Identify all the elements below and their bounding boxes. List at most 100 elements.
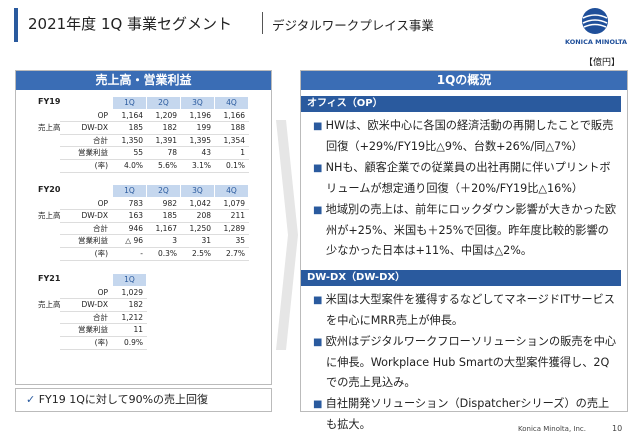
unit: 【億円】 (584, 58, 621, 68)
cell: 0.1% (225, 161, 245, 170)
column-header: 1Q (113, 185, 146, 197)
column-header: 1Q (113, 274, 146, 286)
row-label: DW-DX (81, 211, 108, 221)
cell: △ 96 (125, 236, 143, 246)
section-heading: オフィス（OP） (301, 96, 621, 112)
cell: 1,212 (121, 312, 143, 322)
bullet: NHも、顧客企業での従業員の出社再開に伴いプリントボリュームが想定通り回復（＋2… (313, 158, 617, 199)
row-label: (率) (94, 249, 108, 258)
cell: 43 (201, 148, 211, 158)
row-line (60, 146, 249, 148)
row-group: 売上高 (38, 300, 61, 310)
cell: 1,042 (189, 198, 211, 208)
row-label: 合計 (93, 135, 108, 145)
logo-text: KONICA MINOLTA (564, 38, 628, 46)
row-label: DW-DX (81, 123, 108, 133)
cell: 1,395 (189, 135, 211, 145)
cell: 199 (196, 123, 211, 133)
row-label: (率) (94, 161, 108, 170)
cell: 2.5% (191, 249, 211, 258)
panel-title: 売上高・営業利益 (16, 71, 271, 90)
row-group: 売上高 (38, 123, 61, 133)
logo-mark (582, 8, 608, 34)
bullet: 地域別の売上は、前年にロックダウン影響が大きかった欧州が+25%、米国も＋25%… (313, 200, 617, 261)
cell: 185 (128, 123, 143, 133)
cell: 78 (167, 148, 177, 158)
row-label: 合計 (93, 312, 108, 322)
row-group: 売上高 (38, 211, 61, 221)
column-header: 4Q (215, 97, 248, 109)
cell: 0.3% (157, 249, 177, 258)
cell: 2.7% (225, 249, 245, 258)
row-line (60, 247, 249, 248)
cell: 31 (201, 236, 211, 246)
cell: 211 (230, 211, 245, 221)
cell: 182 (162, 123, 177, 133)
column-header: 3Q (181, 97, 214, 109)
panel-title: 1Qの概況 (301, 71, 627, 90)
bullet: 自社開発ソリューション（Dispatcherシリーズ）の売上も拡大。 (313, 394, 617, 435)
bullets: 米国は大型案件を獲得するなどしてマネージドITサービスを中心にMRR売上が伸長。… (301, 286, 621, 440)
row-line (60, 209, 249, 211)
column-header: 1Q (113, 97, 146, 109)
row-label: OP (97, 287, 108, 297)
column-header: 2Q (147, 97, 180, 109)
row-line (60, 323, 147, 325)
row-line (60, 336, 147, 337)
divider (262, 12, 263, 34)
cell: 982 (162, 198, 177, 208)
row-label: (率) (94, 338, 108, 347)
row-line (60, 171, 249, 173)
cell: 5.6% (157, 161, 177, 170)
section-heading: DW-DX（DW-DX） (301, 270, 621, 286)
cell: 1,196 (189, 110, 211, 120)
cell: 1,209 (155, 110, 177, 120)
bullet: 欧州はデジタルワークフローソリューションの販売を中心に伸長。Workplace … (313, 332, 617, 393)
table-label: FY20 (38, 185, 61, 194)
arrow (276, 120, 298, 350)
column-header: 3Q (181, 185, 214, 197)
cell: 783 (128, 198, 143, 208)
cell: 1,289 (223, 223, 245, 233)
row-label: OP (97, 110, 108, 120)
cell: 208 (196, 211, 211, 221)
row-label: 営業利益 (78, 148, 108, 158)
company: Konica Minolta, Inc. (518, 425, 586, 433)
note: FY19 1Qに対して90%の売上回復 (38, 393, 209, 406)
table-label: FY21 (38, 274, 61, 283)
cell: 182 (128, 300, 143, 310)
cell: 946 (128, 223, 143, 233)
row-label: OP (97, 198, 108, 208)
cell: 1,167 (155, 223, 177, 233)
bullet: 米国は大型案件を獲得するなどしてマネージドITサービスを中心にMRR売上が伸長。 (313, 290, 617, 331)
row-line (60, 159, 249, 160)
row-line (60, 234, 249, 236)
cell: 1 (240, 148, 245, 158)
check: ✓ (26, 393, 39, 406)
note-box: ✓ FY19 1Qに対して90%の売上回復 (15, 388, 272, 412)
row-line (60, 298, 147, 300)
cell: 1,391 (155, 135, 177, 145)
row-line (60, 348, 147, 350)
cell: 1,250 (189, 223, 211, 233)
cell: 163 (128, 211, 143, 221)
title: 2021年度 1Q 事業セグメント (28, 15, 233, 33)
cell: 188 (230, 123, 245, 133)
cell: 55 (133, 148, 143, 158)
cell: 185 (162, 211, 177, 221)
cell: 1,354 (223, 135, 245, 145)
cell: 1,029 (121, 287, 143, 297)
sections: オフィス（OP） HWは、欧米中心に各国の経済活動の再開したことで販売回復（+2… (301, 96, 621, 440)
cell: 3 (172, 236, 177, 246)
cell: 11 (133, 325, 143, 335)
cell: 1,079 (223, 198, 245, 208)
column-header: 4Q (215, 185, 248, 197)
bullet: HWは、欧米中心に各国の経済活動の再開したことで販売回復（+29%/FY19比△… (313, 116, 617, 157)
row-label: 合計 (93, 223, 108, 233)
row-label: 営業利益 (78, 236, 108, 246)
subtitle: デジタルワークプレイス事業 (272, 18, 434, 33)
cell: 0.9% (123, 338, 143, 347)
row-line (60, 133, 249, 135)
cell: 1,350 (121, 135, 143, 145)
